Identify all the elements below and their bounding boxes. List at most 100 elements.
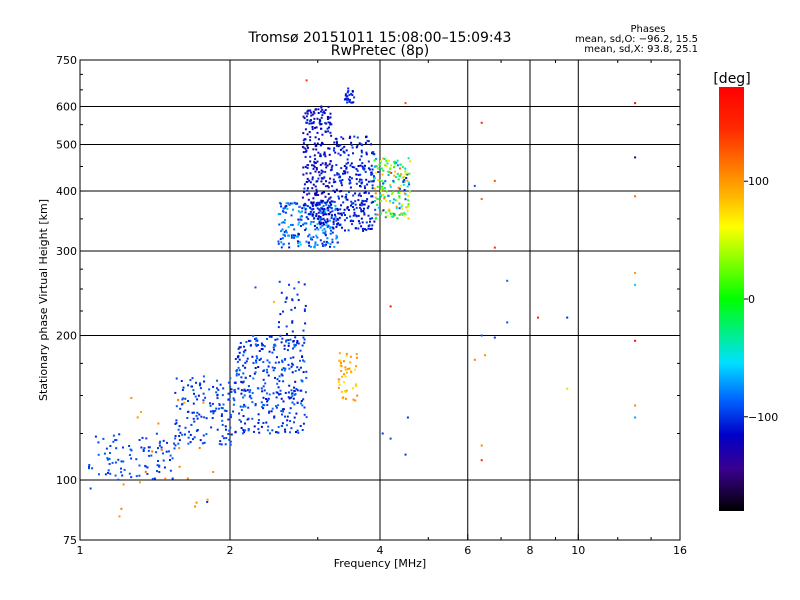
scatter-point <box>213 410 216 413</box>
scatter-point <box>294 202 297 205</box>
scatter-point <box>374 217 377 220</box>
scatter-point <box>328 181 331 184</box>
scatter-point <box>359 173 362 176</box>
scatter-point <box>323 223 325 226</box>
scatter-point <box>262 344 264 347</box>
scatter-point <box>336 172 339 175</box>
scatter-point <box>355 365 357 368</box>
scatter-point <box>408 190 411 193</box>
scatter-point <box>316 131 319 134</box>
scatter-point <box>306 121 309 124</box>
scatter-point <box>405 206 408 209</box>
scatter-point <box>260 387 263 390</box>
scatter-point <box>169 459 171 461</box>
scatter-point <box>293 386 296 389</box>
scatter-point <box>340 212 343 215</box>
grid-lines <box>80 60 680 540</box>
scatter-point <box>319 223 322 226</box>
scatter-point <box>634 272 637 274</box>
scatter-point <box>280 205 283 208</box>
scatter-point <box>398 207 401 210</box>
scatter-point <box>146 473 149 475</box>
scatter-point <box>387 194 390 197</box>
scatter-point <box>299 215 302 218</box>
scatter-point <box>314 244 316 247</box>
scatter-point <box>343 145 346 148</box>
scatter-point <box>397 191 400 194</box>
scatter-point <box>120 507 123 510</box>
scatter-point <box>360 149 363 152</box>
scatter-point <box>254 403 257 406</box>
scatter-point <box>371 217 374 220</box>
scatter-point <box>202 401 205 404</box>
scatter-point <box>241 432 244 435</box>
scatter-point <box>260 425 263 428</box>
scatter-point <box>372 175 375 178</box>
scatter-point <box>88 467 90 470</box>
scatter-point <box>325 203 328 206</box>
scatter-point <box>108 463 111 465</box>
scatter-point <box>339 223 342 226</box>
scatter-point <box>301 380 304 383</box>
scatter-point <box>184 397 187 400</box>
scatter-point <box>88 465 90 468</box>
scatter-point <box>336 173 339 176</box>
scatter-point <box>266 368 268 371</box>
scatter-point <box>280 291 283 294</box>
scatter-point <box>252 334 255 337</box>
scatter-point <box>234 430 237 433</box>
scatter-point <box>340 204 342 207</box>
scatter-point <box>277 431 280 434</box>
scatter-point <box>112 434 115 437</box>
scatter-point <box>305 216 308 219</box>
scatter-point <box>308 192 311 195</box>
scatter-point <box>266 371 269 374</box>
scatter-point <box>377 206 380 209</box>
scatter-point <box>309 181 312 184</box>
scatter-point <box>293 343 296 346</box>
y-tick-label: 600 <box>56 101 77 114</box>
x-tick-label: 2 <box>227 544 234 557</box>
scatter-point <box>273 416 276 419</box>
scatter-point <box>385 164 388 167</box>
colorbar-tick-label: −100 <box>748 411 778 424</box>
scatter-point <box>357 194 360 197</box>
scatter-point <box>319 239 322 242</box>
scatter-point <box>309 120 312 123</box>
scatter-point <box>362 166 365 169</box>
scatter-point <box>348 176 351 179</box>
scatter-point <box>316 244 319 246</box>
scatter-point <box>349 135 352 138</box>
scatter-point <box>341 147 344 150</box>
scatter-point <box>190 423 193 426</box>
scatter-point <box>336 236 339 239</box>
scatter-point <box>274 338 277 341</box>
scatter-point <box>290 308 293 311</box>
scatter-point <box>192 438 194 441</box>
scatter-point <box>406 173 409 176</box>
colorbar <box>719 87 744 511</box>
scatter-point <box>291 395 294 398</box>
x-axis-ticks: 1 2 4 6 8 10 16 <box>77 60 687 557</box>
scatter-point <box>320 212 323 215</box>
scatter-point <box>287 339 290 342</box>
scatter-point <box>407 217 410 220</box>
scatter-point <box>302 422 305 425</box>
scatter-point <box>322 217 325 220</box>
scatter-point <box>355 178 358 181</box>
scatter-point <box>247 428 250 431</box>
scatter-point <box>329 112 332 115</box>
scatter-point <box>221 394 224 397</box>
scatter-point <box>340 184 343 187</box>
scatter-point <box>290 236 293 239</box>
scatter-point <box>330 123 333 126</box>
scatter-point <box>309 109 312 112</box>
scatter-point <box>135 458 138 461</box>
scatter-point <box>291 321 294 324</box>
scatter-point <box>304 211 307 214</box>
scatter-point <box>322 221 325 224</box>
scatter-point <box>316 142 319 145</box>
scatter-point <box>328 126 330 129</box>
scatter-point <box>254 343 257 346</box>
scatter-point <box>262 378 265 381</box>
